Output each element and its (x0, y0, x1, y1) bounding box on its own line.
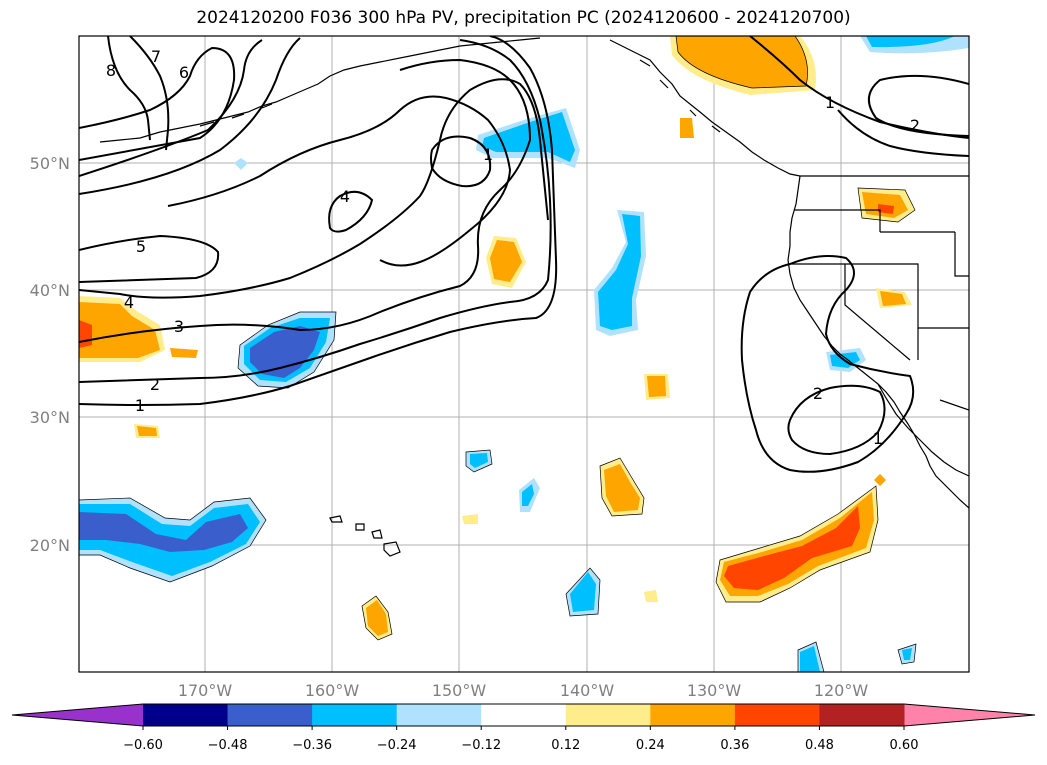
colorbar-tick-label: 0.12 (551, 738, 580, 753)
colorbar-tick-label: −0.48 (208, 738, 248, 753)
pv-contours (79, 36, 969, 473)
lat-label-40n: 40°N (30, 281, 70, 300)
lon-label-160w: 160°W (305, 681, 360, 700)
lon-label-130w: 130°W (687, 681, 742, 700)
colorbar-extend-low (12, 704, 143, 726)
lon-label-120w: 120°W (814, 681, 869, 700)
contour-label: 1 (873, 429, 883, 448)
contour-label: 1 (135, 396, 145, 415)
precipitation-shading (79, 36, 969, 672)
contour-label: 3 (174, 317, 184, 336)
colorbar-tick-label: 0.48 (805, 738, 834, 753)
colorbar-tick-label: −0.60 (123, 738, 163, 753)
lat-label-50n: 50°N (30, 154, 70, 173)
colorbar-tick-label: 0.60 (890, 738, 919, 753)
colorbar-segment (481, 704, 567, 726)
contour-label: 4 (340, 187, 350, 206)
coastlines (99, 37, 969, 557)
contour-label: 2 (150, 375, 160, 394)
lon-label-140w: 140°W (560, 681, 615, 700)
colorbar-segment (819, 704, 905, 726)
lon-label-150w: 150°W (432, 681, 487, 700)
map-title: 2024120200 F036 300 hPa PV, precipitatio… (196, 8, 851, 28)
precipitation-outlines (79, 36, 917, 672)
contour-label: 5 (136, 237, 146, 256)
colorbar-tick-label: 0.36 (720, 738, 749, 753)
lat-label-20n: 20°N (30, 536, 70, 555)
colorbar-tick-label: 0.24 (636, 738, 665, 753)
colorbar-tick-label: −0.36 (292, 738, 332, 753)
lon-label-170w: 170°W (178, 681, 233, 700)
colorbar-segment (396, 704, 482, 726)
longitude-labels: 170°W 160°W 150°W 140°W 130°W 120°W (178, 681, 869, 700)
colorbar-segment (650, 704, 736, 726)
colorbar-segment (312, 704, 398, 726)
contour-label: 1 (825, 93, 835, 112)
contour-label: 6 (179, 63, 189, 82)
contour-label: 8 (106, 61, 116, 80)
contour-label: 1 (483, 145, 493, 164)
contour-labels: 8 7 6 5 4 3 2 1 4 1 2 1 2 1 (106, 47, 920, 448)
colorbar-tick-label: −0.12 (461, 738, 501, 753)
colorbar: −0.60 −0.48 −0.36 −0.24 −0.12 0.12 0.24 0.36 0.4… (11, 703, 1036, 753)
colorbar-segment (143, 704, 229, 726)
contour-label: 4 (124, 293, 134, 312)
colorbar-segment (227, 704, 313, 726)
colorbar-segment (734, 704, 820, 726)
contour-label: 2 (813, 384, 823, 403)
map-frame (78, 35, 970, 673)
colorbar-segment (565, 704, 651, 726)
contour-label: 7 (151, 47, 161, 66)
contour-label: 2 (910, 116, 920, 135)
colorbar-tick-label: −0.24 (377, 738, 417, 753)
colorbar-extend-high (904, 704, 1035, 726)
lat-label-30n: 30°N (30, 408, 70, 427)
latitude-labels: 50°N 40°N 30°N 20°N (30, 154, 70, 555)
